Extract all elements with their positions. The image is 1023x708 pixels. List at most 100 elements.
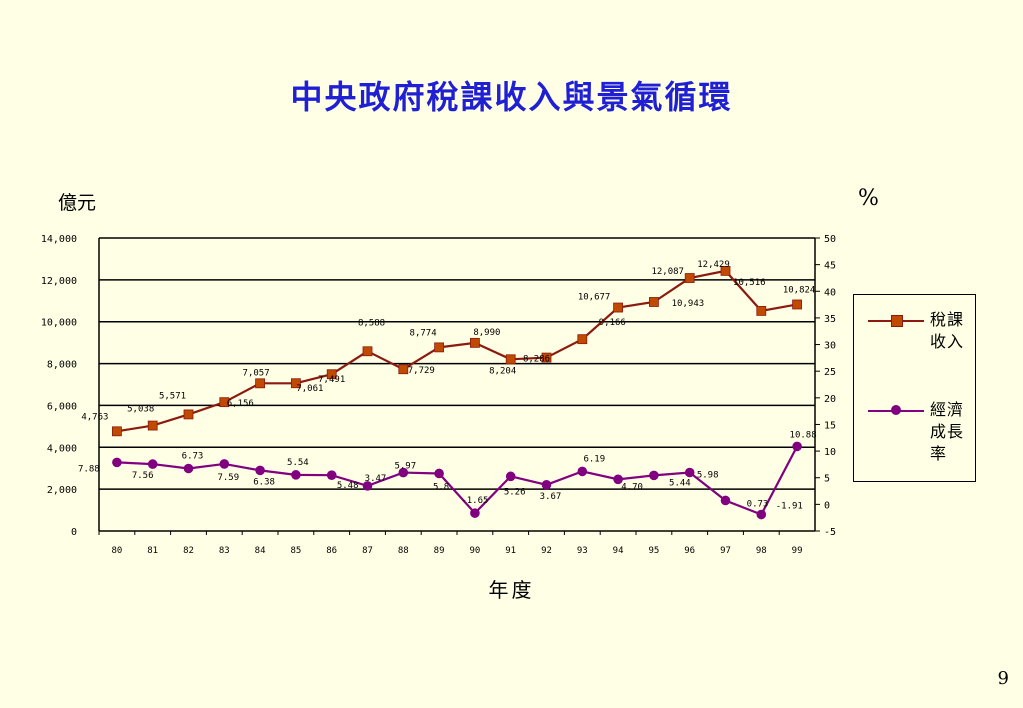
x-tick-label: 97 [720,546,731,556]
tax-data-label: 10,824 [783,285,816,295]
growth-point [398,467,409,478]
x-tick-label: 90 [469,546,480,556]
legend-tax-label: 稅課收入 [930,310,965,351]
x-tick-label: 81 [147,546,158,556]
right-tick-label: 0 [824,500,830,511]
growth-point [613,474,623,485]
growth-point [291,470,301,480]
right-tick-label: -5 [824,527,836,538]
growth-data-label: 5.8 [433,482,449,492]
x-tick-label: 83 [219,546,230,556]
x-tick-label: 82 [183,546,194,556]
right-tick-label: 50 [824,234,836,245]
x-tick-label: 85 [290,546,301,556]
right-tick-label: 10 [824,447,836,458]
growth-data-label: 5.44 [669,478,691,488]
growth-data-label: 0.73 [747,499,769,509]
right-axis-unit: % [858,186,879,211]
tax-data-label: 8,774 [410,328,437,338]
growth-point [577,466,588,477]
tax-data-label: 10,516 [733,278,766,288]
x-tick-label: 96 [684,546,695,556]
slide-title: 中央政府稅課收入與景氣循環 [290,78,733,116]
tax-data-label: 7,729 [408,366,435,376]
growth-point [434,468,444,479]
right-tick-label: 35 [824,314,836,325]
x-tick-label: 99 [792,546,803,556]
growth-point [326,470,337,480]
right-tick-label: 45 [824,261,836,272]
page-number: 9 [997,668,1009,689]
x-tick-label: 80 [111,546,122,556]
growth-data-label: 7.56 [132,471,154,481]
growth-data-label: 5.48 [337,481,359,491]
growth-point [219,459,230,469]
tax-data-label: 8,588 [358,318,385,328]
x-tick-label: 89 [434,546,445,556]
growth-data-label: 5.26 [504,487,526,497]
tax-point [720,265,731,276]
left-tick-label: 14,000 [41,234,77,245]
tax-point [434,342,445,353]
tax-data-label: 8,204 [489,366,516,376]
growth-data-label: 6.38 [253,477,275,487]
growth-data-label: -1.65 [461,496,488,506]
tax-point [541,352,552,363]
x-tick-label: 91 [505,546,516,556]
chart-legend: 稅課收入 經濟成長率 [853,294,976,482]
growth-data-label: 5.98 [697,471,719,481]
tax-point [505,354,516,365]
left-tick-label: 6,000 [47,401,77,412]
growth-point [112,457,122,468]
growth-point [541,480,552,490]
legend-growth-label: 經濟成長率 [930,400,965,463]
tax-data-label: 7,057 [243,368,270,378]
tax-point [255,378,266,389]
left-tick-label: 4,000 [47,443,77,454]
left-tick-label: 0 [71,527,77,538]
tax-point [183,409,194,420]
x-tick-label: 92 [541,546,552,556]
x-tick-label: 98 [756,546,767,556]
tax-data-label: 12,087 [651,267,684,277]
x-tick-label: 84 [255,546,266,556]
growth-data-label: 7.88 [78,464,100,474]
tax-series-line [116,269,798,433]
growth-data-label: 3.67 [540,492,562,502]
right-tick-label: 40 [824,287,836,298]
growth-point [362,481,373,491]
tax-point [649,297,659,307]
left-tick-label: 2,000 [47,485,77,496]
tax-data-label: 8,990 [473,328,500,338]
tax-data-label: 10,677 [578,293,611,303]
growth-point [649,470,659,481]
growth-data-label: 10.88 [790,430,817,440]
x-tick-label: 95 [648,546,659,556]
growth-point [720,495,731,506]
growth-data-label: 3.47 [365,474,387,484]
left-tick-label: 12,000 [41,276,77,287]
x-axis-label: 年度 [488,578,535,602]
x-tick-label: 88 [398,546,409,556]
tax-data-label: 4,763 [81,412,108,422]
tax-data-label: 5,038 [127,405,154,415]
tax-point [290,378,301,389]
right-tick-label: 30 [824,341,836,352]
tax-point [147,420,158,431]
tax-point [684,273,695,283]
growth-point [470,508,480,518]
x-tick-label: 87 [362,546,373,556]
tax-point [469,337,480,348]
tax-point [613,302,623,313]
tax-point [792,299,802,310]
tax-point [577,334,588,345]
tax-point [756,306,767,316]
tax-point [326,369,337,380]
tax-data-label: 8,286 [523,355,550,365]
growth-data-label: 6.19 [583,454,605,464]
x-tick-label: 93 [577,546,588,556]
left-tick-label: 8,000 [47,360,77,371]
growth-data-label: 5.97 [394,462,416,472]
growth-data-label: 6.73 [182,452,204,462]
